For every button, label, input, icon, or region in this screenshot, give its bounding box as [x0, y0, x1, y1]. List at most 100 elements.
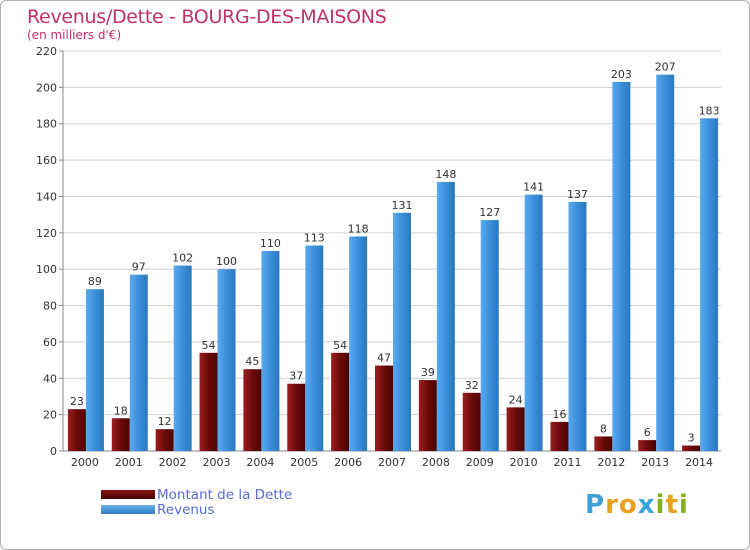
data-label-dette: 32 [465, 379, 479, 392]
bar-revenus [217, 269, 236, 451]
data-label-dette: 8 [600, 422, 607, 435]
legend-swatch-dette [101, 490, 155, 499]
bar-dette [375, 365, 393, 451]
data-label-revenus: 131 [392, 199, 413, 212]
legend: Montant de la Dette Revenus [101, 486, 293, 518]
bar-revenus [568, 201, 587, 451]
y-tick-label: 160 [36, 154, 57, 167]
bars: 23 89 18 97 12 102 54 100 45 110 37 113 54 118 47 131 39… [67, 61, 720, 452]
data-label-dette: 18 [114, 404, 128, 417]
bar-dette [550, 421, 569, 451]
logo-letter: t [665, 490, 679, 520]
y-tick-label: 140 [36, 190, 57, 203]
x-tick-label: 2001 [115, 456, 143, 469]
bar-revenus [173, 265, 192, 451]
logo-letter: x [637, 490, 656, 520]
bar-dette [418, 380, 437, 451]
chart-subtitle: (en milliers d'€) [27, 28, 122, 42]
bar-dette [111, 418, 130, 451]
x-tick-label: 2007 [378, 456, 406, 469]
x-tick-label: 2000 [71, 456, 99, 469]
data-label-revenus: 97 [132, 261, 146, 274]
data-label-revenus: 102 [172, 252, 193, 265]
y-tick-label: 200 [36, 81, 57, 94]
data-label-revenus: 100 [216, 255, 237, 268]
bar-revenus [393, 212, 411, 451]
data-label-dette: 54 [333, 339, 347, 352]
bar-dette [638, 440, 657, 451]
legend-swatch-revenus [101, 505, 155, 514]
data-label-revenus: 89 [88, 275, 102, 288]
data-label-revenus: 118 [348, 222, 369, 235]
x-tick-label: 2004 [246, 456, 274, 469]
logo-letter: o [618, 490, 638, 520]
data-label-dette: 6 [644, 426, 651, 439]
y-tick-label: 120 [36, 227, 57, 240]
legend-item-dette: Montant de la Dette [101, 486, 293, 503]
x-tick-label: 2006 [334, 456, 362, 469]
logo-letter: i [655, 490, 666, 520]
x-tick-label: 2013 [641, 456, 669, 469]
data-label-dette: 24 [509, 393, 523, 406]
data-label-revenus: 141 [523, 181, 544, 194]
data-label-dette: 12 [158, 415, 172, 428]
bar-dette [331, 352, 350, 451]
bar-revenus [480, 220, 499, 451]
legend-label-revenus: Revenus [157, 501, 215, 518]
bar-dette [155, 429, 174, 451]
bar-dette [594, 436, 613, 451]
proxiti-logo: Proxiti [585, 490, 689, 520]
y-tick-label: 180 [36, 118, 57, 131]
data-label-revenus: 137 [567, 188, 588, 201]
y-tick-label: 0 [50, 445, 57, 458]
x-tick-label: 2003 [203, 456, 231, 469]
y-tick-label: 220 [36, 45, 57, 58]
bar-revenus [305, 245, 324, 451]
legend-item-revenus: Revenus [101, 501, 292, 518]
chart-title: Revenus/Dette - BOURG-DES-MAISONS [27, 6, 387, 28]
bar-dette [506, 407, 525, 451]
y-tick-label: 60 [43, 336, 57, 349]
bar-dette [199, 352, 218, 451]
data-label-dette: 39 [421, 366, 435, 379]
logo-letter: i [678, 490, 689, 520]
data-label-revenus: 203 [611, 68, 632, 81]
legend-label-dette: Montant de la Dette [157, 486, 293, 503]
data-label-revenus: 148 [435, 168, 456, 181]
y-tick-label: 40 [43, 372, 57, 385]
logo-letter: r [605, 490, 619, 520]
bar-dette [462, 392, 481, 451]
data-label-dette: 3 [688, 432, 695, 445]
bar-dette [682, 445, 701, 451]
data-label-revenus: 113 [304, 232, 325, 245]
x-tick-label: 2008 [422, 456, 450, 469]
x-tick-label: 2010 [510, 456, 538, 469]
data-label-revenus: 110 [260, 237, 281, 250]
x-axis: 2000 2001 2002 2003 2004 2005 2006 2007 2008 2009… [71, 456, 713, 469]
data-label-dette: 54 [202, 339, 216, 352]
bar-revenus [700, 118, 719, 451]
bar-revenus [436, 181, 455, 451]
bar-revenus [85, 289, 104, 451]
bar-revenus [261, 251, 280, 451]
x-tick-label: 2011 [553, 456, 581, 469]
logo-letter: P [585, 490, 606, 520]
bar-revenus [656, 74, 675, 452]
y-tick-label: 100 [36, 263, 57, 276]
grid-lines [59, 50, 721, 452]
x-tick-label: 2002 [159, 456, 187, 469]
bar-revenus [129, 274, 148, 451]
data-label-dette: 45 [245, 355, 259, 368]
data-label-dette: 16 [552, 408, 566, 421]
data-label-dette: 47 [377, 352, 391, 365]
data-label-dette: 37 [289, 370, 303, 383]
data-label-revenus: 127 [479, 206, 500, 219]
y-tick-label: 80 [43, 300, 57, 313]
y-tick-label: 20 [43, 409, 57, 422]
bar-revenus [612, 81, 631, 451]
bar-dette [67, 409, 86, 451]
x-tick-label: 2009 [466, 456, 494, 469]
x-tick-label: 2005 [290, 456, 318, 469]
bar-revenus [349, 236, 368, 451]
